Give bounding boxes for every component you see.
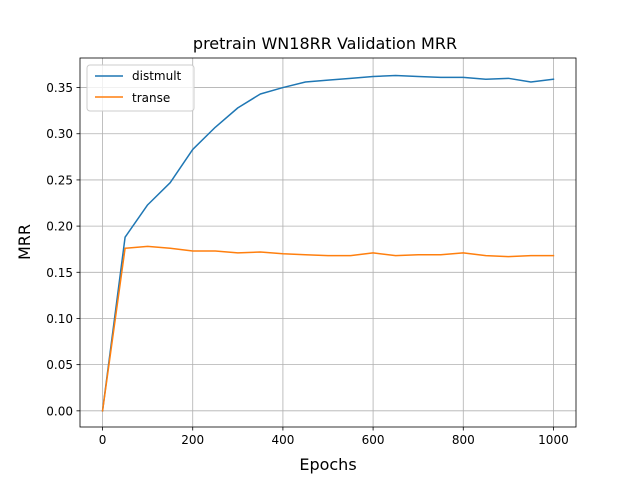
legend-label-distmult: distmult <box>132 69 182 83</box>
chart-title: pretrain WN18RR Validation MRR <box>193 34 457 53</box>
x-axis: 0 200 400 600 800 1000 <box>99 427 569 447</box>
plot-area-frame <box>79 57 577 428</box>
legend: distmult transe <box>86 64 195 112</box>
y-tick-label: 0.35 <box>46 81 73 95</box>
grid-lines <box>80 58 576 427</box>
y-tick-label: 0.30 <box>46 127 73 141</box>
y-tick-label: 0.15 <box>46 266 73 280</box>
x-tick-label: 1000 <box>538 433 569 447</box>
series-line-distmult <box>101 74 555 412</box>
x-tick-label: 800 <box>452 433 475 447</box>
y-axis: 0.00 0.05 0.10 0.15 0.20 0.25 0.30 0.35 <box>46 81 80 418</box>
y-tick-label: 0.05 <box>46 358 73 372</box>
series-lines <box>101 74 555 412</box>
y-tick-label: 0.25 <box>46 173 73 187</box>
legend-label-transe: transe <box>132 91 170 105</box>
x-tick-label: 0 <box>99 433 107 447</box>
x-tick-label: 200 <box>181 433 204 447</box>
x-tick-label: 400 <box>271 433 294 447</box>
y-tick-label: 0.20 <box>46 220 73 234</box>
y-axis-label: MRR <box>15 224 34 260</box>
y-tick-label: 0.10 <box>46 312 73 326</box>
series-line-transe <box>101 245 555 412</box>
x-tick-label: 600 <box>362 433 385 447</box>
y-tick-label: 0.00 <box>46 404 73 418</box>
x-axis-label: Epochs <box>299 455 356 474</box>
